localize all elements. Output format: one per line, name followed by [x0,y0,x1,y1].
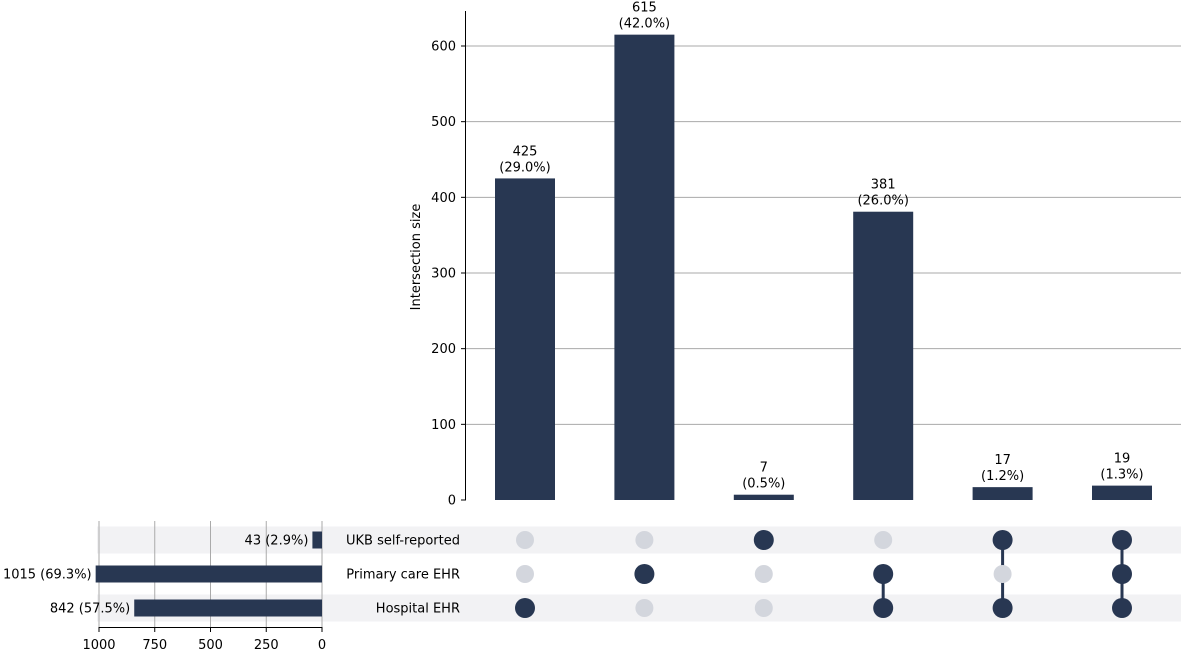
bar-percent-label: (1.2%) [981,469,1024,484]
y-tick-label: 200 [431,342,456,357]
set-size-bar [312,531,322,549]
bar-percent-label: (26.0%) [857,194,908,209]
set-size-x-axis: 1000 750 500 250 0 [82,627,326,651]
membership-dot-active [1112,530,1132,550]
membership-dot-inactive [635,599,654,617]
membership-dot-inactive [754,565,773,583]
membership-dot-active [992,530,1013,550]
set-names: UKB self-reported Primary care EHR Hospita… [346,534,460,617]
bar-percent-label: (42.0%) [619,17,670,32]
membership-dot-active [634,564,655,584]
intersection-bar [1092,485,1152,500]
membership-dot-active [1112,598,1132,618]
membership-dot-active [515,598,535,618]
bar-percent-label: (29.0%) [499,160,550,175]
bar-value-label: 7 [760,461,768,476]
membership-dot-active [873,564,894,584]
bar-percent-label: (0.5%) [742,477,785,492]
bar-value-label: 19 [1114,452,1131,467]
set-size-bar [134,599,322,617]
set-size-bars [95,531,322,617]
bar-value-label: 425 [513,144,538,159]
intersection-bar [733,494,794,500]
y-tick-label: 400 [431,191,456,206]
y-tick-label: 600 [431,40,456,55]
set-size-bar [95,565,322,583]
membership-matrix [515,530,1132,618]
x-tick-label: 1000 [82,638,115,651]
bar-value-label: 381 [871,178,896,193]
intersection-bar [853,211,914,500]
intersection-bar-labels: 425(29.0%)615(42.0%)7(0.5%)381(26.0%)17(… [499,1,1143,492]
membership-dot-active [873,598,894,618]
bar-value-label: 615 [632,1,657,16]
set-name: Primary care EHR [346,568,460,583]
intersection-bars [495,34,1152,501]
x-tick-label: 750 [142,638,167,651]
y-tick-label: 500 [431,115,456,130]
set-name: UKB self-reported [346,534,460,549]
y-tick-label: 100 [431,418,456,433]
membership-dot-inactive [516,565,534,583]
x-tick-label: 500 [198,638,223,651]
set-size-label: 1015 (69.3%) [3,568,92,583]
intersection-bar [614,34,675,501]
membership-dot-inactive [635,531,654,549]
y-axis-label: Intersection size [409,204,424,311]
intersection-gridlines [466,45,1181,425]
y-tick-label: 0 [448,494,456,509]
set-size-labels: 43 (2.9%) 1015 (69.3%) 842 (57.5%) [3,534,308,617]
set-size-label: 842 (57.5%) [50,602,130,617]
intersection-y-axis: 0 100 200 300 400 500 600 [431,11,466,509]
membership-dot-active [753,530,774,550]
membership-dot-inactive [516,531,534,549]
membership-dot-active [1112,564,1132,584]
x-tick-label: 0 [318,638,326,651]
membership-dot-inactive [754,599,773,617]
set-size-label: 43 (2.9%) [245,534,309,549]
membership-dot-active [992,598,1013,618]
bar-percent-label: (1.3%) [1100,468,1143,483]
y-tick-label: 300 [431,267,456,282]
set-name: Hospital EHR [376,602,460,617]
membership-dot-inactive [993,565,1012,583]
membership-dot-inactive [874,531,893,549]
intersection-bar [495,178,555,500]
bar-value-label: 17 [994,453,1011,468]
intersection-bar [972,487,1033,500]
x-tick-label: 250 [254,638,279,651]
